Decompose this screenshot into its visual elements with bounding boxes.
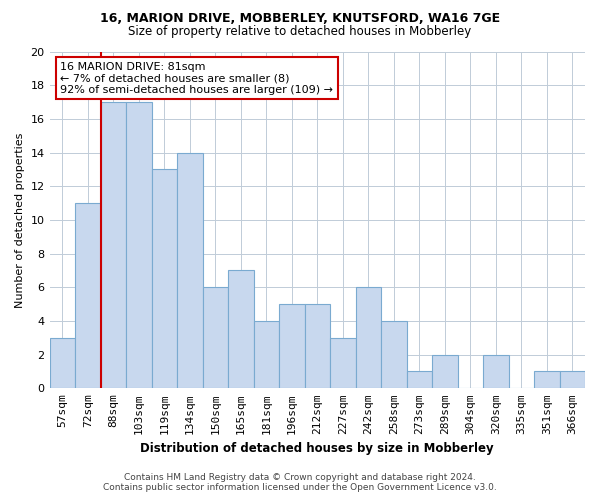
Text: 16, MARION DRIVE, MOBBERLEY, KNUTSFORD, WA16 7GE: 16, MARION DRIVE, MOBBERLEY, KNUTSFORD, …	[100, 12, 500, 26]
Bar	[305, 304, 330, 388]
Bar	[407, 372, 432, 388]
Text: Size of property relative to detached houses in Mobberley: Size of property relative to detached ho…	[128, 25, 472, 38]
Bar	[228, 270, 254, 388]
Bar	[177, 152, 203, 388]
Bar	[381, 321, 407, 388]
Bar	[126, 102, 152, 389]
Bar	[75, 203, 101, 388]
Bar	[356, 288, 381, 388]
X-axis label: Distribution of detached houses by size in Mobberley: Distribution of detached houses by size …	[140, 442, 494, 455]
Bar	[432, 354, 458, 388]
Bar	[50, 338, 75, 388]
Text: 16 MARION DRIVE: 81sqm
← 7% of detached houses are smaller (8)
92% of semi-detac: 16 MARION DRIVE: 81sqm ← 7% of detached …	[60, 62, 333, 95]
Bar	[330, 338, 356, 388]
Y-axis label: Number of detached properties: Number of detached properties	[15, 132, 25, 308]
Bar	[279, 304, 305, 388]
Bar	[101, 102, 126, 389]
Bar	[152, 170, 177, 388]
Bar	[483, 354, 509, 388]
Bar	[254, 321, 279, 388]
Bar	[203, 288, 228, 388]
Bar	[560, 372, 585, 388]
Text: Contains HM Land Registry data © Crown copyright and database right 2024.
Contai: Contains HM Land Registry data © Crown c…	[103, 473, 497, 492]
Bar	[534, 372, 560, 388]
